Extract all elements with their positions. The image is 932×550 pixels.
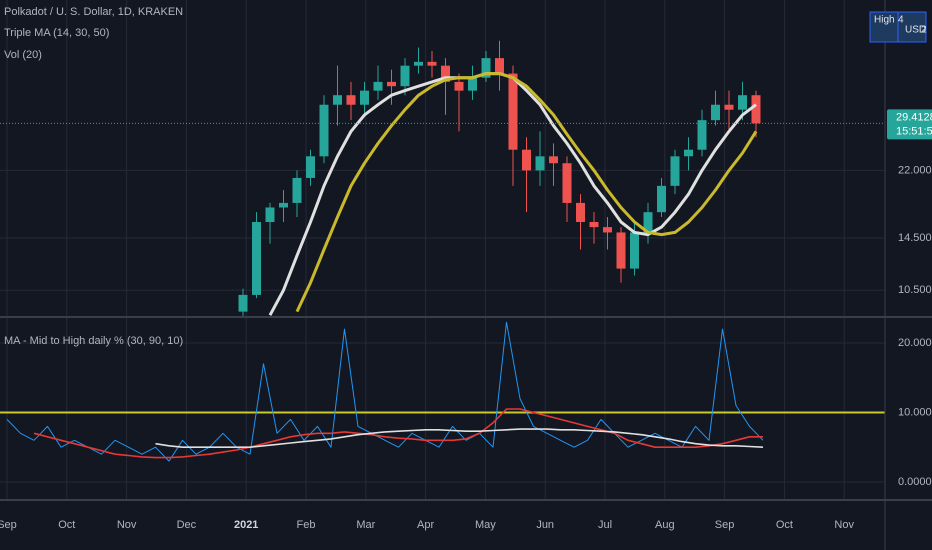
- candle-body: [630, 232, 639, 269]
- symbol-title: Polkadot / U. S. Dollar, 1D, KRAKEN: [4, 6, 183, 18]
- y-tick-label: 20.0000: [898, 337, 932, 349]
- candle-body: [751, 95, 761, 124]
- candle-body: [279, 202, 288, 208]
- toolbar-label[interactable]: 4: [898, 15, 904, 26]
- toolbar-label[interactable]: High: [874, 15, 895, 26]
- toolbar-label[interactable]: 2: [921, 25, 927, 36]
- candle-body: [576, 202, 585, 222]
- x-tick-label: Dec: [177, 519, 197, 531]
- x-tick-label: 2021: [234, 519, 258, 531]
- candle-body: [238, 294, 248, 312]
- candle-body: [643, 212, 653, 233]
- candle-body: [373, 81, 383, 91]
- x-tick-label: Feb: [297, 519, 316, 531]
- candle-body: [535, 156, 545, 171]
- x-tick-label: Apr: [417, 519, 434, 531]
- overlay: Sep Oct Nov Dec 2021 Feb Mar Apr May Jun Jul Aug Sep…: [0, 109, 932, 531]
- candle-body: [522, 149, 531, 171]
- candle-body: [414, 61, 423, 66]
- candle-body: [697, 120, 707, 150]
- last-price-label: 29.4128: [896, 111, 932, 123]
- candle-body: [562, 163, 572, 203]
- candle-body: [265, 207, 275, 222]
- volume-label: Vol (20): [4, 49, 42, 61]
- x-tick-label: Aug: [655, 519, 675, 531]
- candle-body: [427, 61, 437, 66]
- candle-body: [738, 95, 747, 110]
- candle-body: [724, 104, 734, 110]
- candle-body: [616, 232, 626, 269]
- candle-body: [670, 156, 680, 186]
- candle-body: [481, 58, 491, 78]
- x-tick-label: Oct: [776, 519, 793, 531]
- x-tick-label: Sep: [0, 519, 17, 531]
- toolbar-button[interactable]: [897, 11, 927, 43]
- candle-body: [346, 95, 356, 105]
- x-tick-label: Nov: [834, 519, 854, 531]
- candle-body: [306, 156, 315, 178]
- x-tick-label: Nov: [117, 519, 137, 531]
- candle-body: [454, 81, 464, 91]
- candle-body: [252, 221, 261, 295]
- candle-body: [495, 58, 504, 74]
- y-tick-label: 14.5000: [898, 232, 932, 244]
- candle-body: [711, 104, 720, 121]
- toolbar-button[interactable]: [869, 11, 899, 43]
- candle-body: [387, 81, 396, 87]
- y-tick-label: 10.5000: [898, 284, 932, 296]
- candle-body: [360, 90, 369, 105]
- candle-body: [684, 149, 693, 157]
- line-series: [33, 408, 763, 459]
- line-series: [155, 428, 764, 448]
- candle-body: [589, 221, 599, 228]
- candle-body: [333, 95, 342, 105]
- line-series: [295, 72, 758, 313]
- y-tick-label: 10.0000: [898, 406, 932, 418]
- toolbar-label[interactable]: USD: [905, 25, 926, 36]
- x-tick-label: Jul: [598, 519, 612, 531]
- x-tick-label: Jun: [536, 519, 554, 531]
- countdown-label: 15:51:50: [896, 125, 932, 137]
- candle-body: [603, 227, 612, 233]
- candle-body: [400, 65, 410, 87]
- indicator-label: Triple MA (14, 30, 50): [4, 27, 109, 39]
- candle-body: [468, 77, 477, 91]
- candle-body: [319, 104, 329, 157]
- candle-body: [549, 156, 558, 164]
- candle-body: [508, 73, 518, 150]
- last-price-box: [887, 109, 932, 140]
- grid: [0, 0, 885, 500]
- x-tick-label: May: [475, 519, 496, 531]
- y-tick-label: 22.0000: [898, 164, 932, 176]
- x-tick-label: Oct: [58, 519, 75, 531]
- candle-body: [657, 185, 666, 213]
- x-tick-label: Mar: [356, 519, 375, 531]
- y-tick-label: 0.0000: [898, 476, 932, 488]
- candle-body: [292, 177, 302, 203]
- plot: [0, 40, 885, 462]
- candle-body: [441, 65, 450, 82]
- lower-title: MA - Mid to High daily % (30, 90, 10): [4, 335, 183, 347]
- x-tick-label: Sep: [715, 519, 735, 531]
